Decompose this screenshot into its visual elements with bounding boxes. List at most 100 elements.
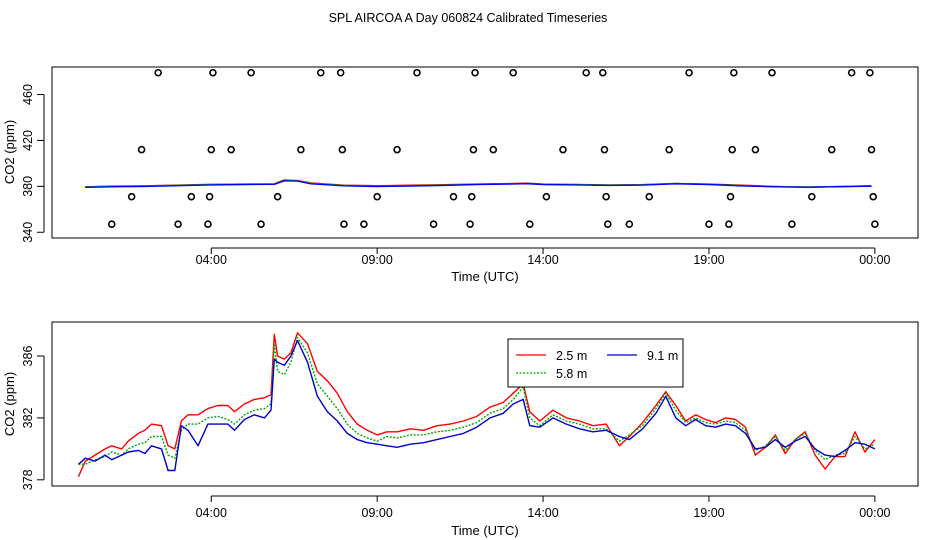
x-tick-label: 19:00 (693, 506, 724, 520)
data-point-circle (751, 145, 760, 154)
x-tick-label: 19:00 (693, 253, 724, 267)
data-point-circle (467, 192, 476, 201)
x-ticks-bottom: 04:00 09:00 14:00 19:00 00:00 (196, 495, 891, 520)
data-point-circle (871, 220, 879, 229)
x-tick-label: 04:00 (196, 506, 227, 520)
y-axis-label-bottom: CO2 (ppm) (2, 372, 17, 436)
data-point-circle (867, 145, 876, 154)
data-point-circle (273, 192, 282, 201)
x-axis-label-bottom: Time (UTC) (451, 523, 518, 538)
data-point-circle (866, 68, 874, 77)
scatter-points-top (107, 68, 879, 229)
legend-label-5-8m: 5.8 m (556, 367, 587, 381)
data-point-circle (154, 68, 162, 77)
data-point-circle (107, 220, 116, 229)
series-line-2-5-m (77, 332, 876, 477)
data-point-circle (207, 145, 216, 154)
x-tick-label: 00:00 (859, 506, 890, 520)
x-tick-label: 00:00 (859, 253, 890, 267)
x-tick-label: 14:00 (527, 253, 558, 267)
y-axis-label-top: CO2 (ppm) (2, 120, 17, 184)
data-point-circle (525, 220, 534, 229)
legend: 2.5 m 9.1 m 5.8 m (507, 338, 684, 388)
data-point-circle (466, 220, 474, 229)
x-axis-label-top: Time (UTC) (451, 269, 518, 284)
x-ticks-top: 04:00 09:00 14:00 19:00 00:00 (196, 247, 891, 267)
y-tick-label: 378 (21, 469, 35, 490)
data-point-circle (127, 192, 136, 201)
y-ticks-bottom: 378 382 386 (21, 346, 45, 490)
legend-box (507, 338, 684, 388)
plot-frame-top (51, 66, 919, 239)
y-tick-label: 382 (21, 407, 35, 428)
data-point-circle (705, 220, 713, 229)
data-point-circle (373, 192, 381, 201)
y-tick-label: 386 (21, 346, 35, 367)
data-point-circle (598, 68, 607, 77)
y-ticks-top: 340 380 420 460 (21, 84, 45, 243)
data-point-circle (808, 192, 816, 201)
data-point-circle (847, 68, 856, 77)
series-line-5-8-m (78, 336, 876, 465)
data-point-circle (205, 192, 214, 201)
data-point-circle (725, 220, 733, 229)
data-point-circle (645, 192, 654, 201)
data-point-circle (489, 145, 498, 154)
series-line-9-1-m (78, 339, 876, 472)
data-point-circle (340, 220, 348, 229)
legend-label-9-1m: 9.1 m (647, 349, 678, 363)
data-point-circle (429, 220, 438, 229)
data-point-circle (393, 145, 401, 154)
data-point-circle (257, 220, 265, 229)
data-point-circle (449, 192, 458, 201)
legend-label-2-5m: 2.5 m (556, 349, 587, 363)
data-point-circle (509, 68, 518, 77)
figure-title: SPL AIRCOA A Day 060824 Calibrated Times… (329, 11, 608, 25)
x-tick-label: 14:00 (527, 506, 558, 520)
data-point-circle (730, 68, 738, 77)
data-point-circle (768, 68, 776, 77)
plot-frame-bottom (51, 321, 919, 487)
data-point-circle (827, 145, 836, 154)
data-point-circle (209, 68, 217, 77)
data-point-circle (187, 192, 196, 201)
x-tick-label: 04:00 (196, 253, 227, 267)
data-point-circle (469, 145, 478, 154)
series-line-trace-2 (85, 180, 872, 188)
data-point-circle (227, 145, 235, 154)
series-lines-top (85, 179, 872, 188)
x-tick-label: 09:00 (362, 253, 393, 267)
data-point-circle (665, 145, 673, 154)
data-point-circle (471, 68, 479, 77)
y-tick-label: 380 (21, 176, 35, 197)
data-point-circle (788, 220, 796, 229)
series-lines-bottom (77, 332, 876, 477)
data-point-circle (603, 220, 612, 229)
data-point-circle (726, 192, 735, 201)
panel-top: 340 380 420 460 04:00 09:00 14:00 19:00 00:00 T… (2, 66, 919, 284)
data-point-circle (247, 68, 255, 77)
data-point-circle (174, 220, 182, 229)
data-point-circle (542, 192, 551, 201)
panel-bottom: 378 382 386 04:00 09:00 14:00 19:00 00:00 Time… (2, 321, 919, 538)
y-tick-label: 420 (21, 130, 35, 151)
data-point-circle (600, 145, 609, 154)
y-tick-label: 340 (21, 222, 35, 243)
data-point-circle (204, 220, 212, 229)
data-point-circle (413, 68, 421, 77)
data-point-circle (685, 68, 693, 77)
data-point-circle (625, 220, 634, 229)
data-point-circle (582, 68, 590, 77)
data-point-circle (336, 68, 345, 77)
data-point-circle (297, 145, 305, 154)
data-point-circle (137, 145, 146, 154)
data-point-circle (728, 145, 736, 154)
data-point-circle (360, 220, 368, 229)
x-tick-label: 09:00 (362, 506, 393, 520)
data-point-circle (316, 68, 325, 77)
data-point-circle (869, 192, 878, 201)
data-point-circle (602, 192, 610, 201)
data-point-circle (559, 145, 567, 154)
data-point-circle (338, 145, 347, 154)
